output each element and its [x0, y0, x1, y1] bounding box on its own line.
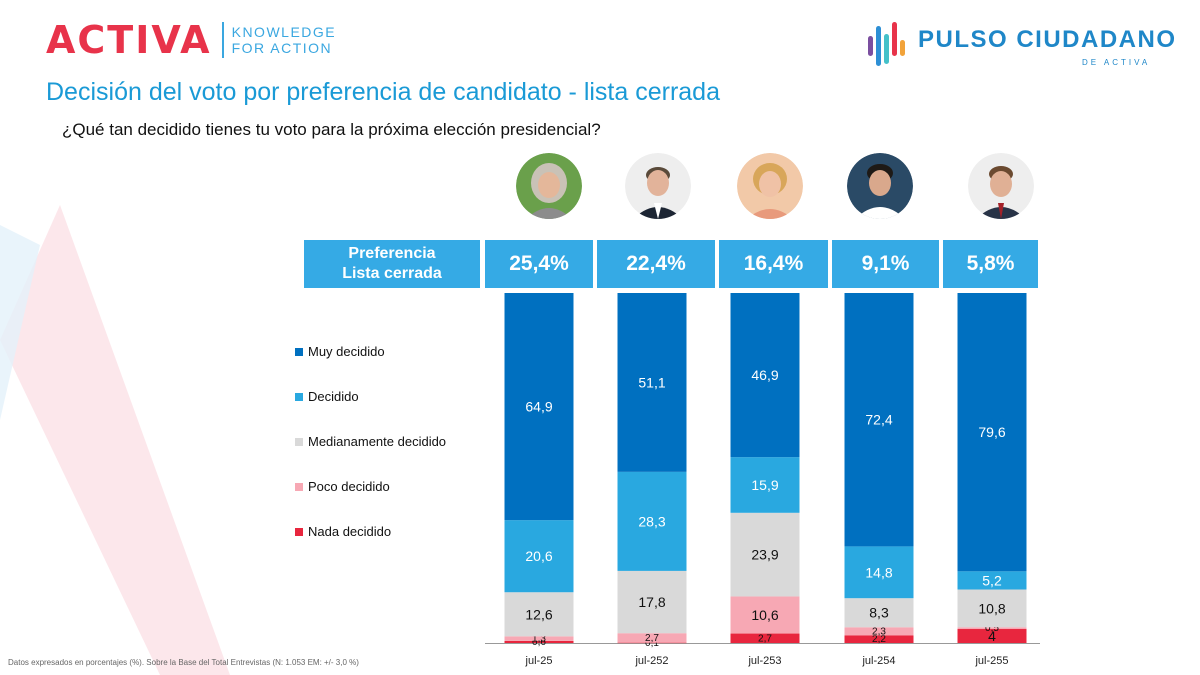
legend-label: Poco decidido	[308, 479, 390, 494]
legend-label: Nada decidido	[308, 524, 392, 539]
data-label: 10,6	[751, 607, 778, 623]
candidate-3-avatar	[737, 153, 803, 219]
legend-item-nada-decidido: Nada decidido	[295, 524, 391, 539]
bar-segment-poco-decidido	[617, 633, 687, 643]
legend-label: Decidido	[308, 389, 359, 404]
pulso-ciudadano-logo: PULSO CIUDADANO DE ACTIVA	[866, 20, 1175, 70]
bar-segment-poco-decidido	[730, 596, 800, 634]
page-title: Decisión del voto por preferencia de can…	[46, 78, 720, 106]
bar-segment-medianamente-decidido	[504, 592, 574, 637]
preference-value-3: 16,4%	[719, 240, 828, 288]
data-label: 2,3	[872, 626, 886, 637]
data-label: 51,1	[638, 374, 665, 390]
preference-value-4: 9,1%	[832, 240, 939, 288]
preference-value-2: 22,4%	[597, 240, 715, 288]
data-label: 5,2	[982, 572, 1002, 588]
bar-segment-poco-decidido	[957, 627, 1027, 630]
data-label: 28,3	[638, 513, 665, 529]
category-label: jul-255	[974, 655, 1008, 667]
activa-wordmark: ACTIVA	[46, 18, 212, 62]
data-label: 46,9	[751, 367, 778, 383]
data-label: 1,3	[532, 634, 546, 645]
bar-segment-nada-decidido	[504, 640, 574, 643]
data-label: 72,4	[865, 412, 892, 428]
data-label: 0,5	[985, 623, 999, 634]
category-label: jul-253	[747, 655, 781, 667]
category-label: jul-252	[634, 655, 668, 667]
legend-label: Medianamente decidido	[308, 434, 447, 449]
footnote: Datos expresados en porcentajes (%). Sob…	[8, 658, 359, 667]
candidate-5-avatar	[968, 153, 1034, 219]
data-label: 20,6	[525, 548, 552, 564]
preference-label-line2: Lista cerrada	[342, 265, 442, 282]
legend-swatch	[295, 527, 303, 536]
pulse-bars-icon	[868, 22, 905, 66]
data-label: 8,3	[869, 605, 889, 621]
tagline-line1: KNOWLEDGE	[231, 24, 337, 40]
preference-value-5: 5,8%	[943, 240, 1038, 288]
bar-segment-muy-decidido	[957, 293, 1027, 572]
bar-segment-medianamente-decidido	[617, 570, 687, 634]
legend-swatch	[295, 482, 303, 491]
legend-item-decidido: Decidido	[295, 389, 359, 404]
activa-tagline: KNOWLEDGE FOR ACTION	[232, 24, 337, 56]
legend-swatch	[295, 392, 303, 401]
category-label: jul-25	[525, 655, 553, 667]
data-label: 17,8	[638, 594, 665, 610]
bar-segment-muy-decidido	[617, 293, 687, 472]
legend-swatch	[295, 347, 303, 356]
bar-segment-muy-decidido	[730, 293, 800, 458]
legend-swatch	[295, 437, 303, 446]
page-subtitle: ¿Qué tan decidido tienes tu voto para la…	[62, 120, 601, 139]
bar-segment-poco-decidido	[504, 636, 574, 641]
preference-label-line1: Preferencia	[348, 245, 436, 262]
bar-segment-decidido	[957, 571, 1027, 590]
preference-label-cell: Preferencia Lista cerrada	[304, 240, 480, 288]
data-label: 0,1	[645, 638, 659, 649]
bar-segment-decidido	[844, 546, 914, 599]
bar-segment-nada-decidido	[617, 642, 687, 644]
legend-item-medianamente-decidido: Medianamente decidido	[295, 434, 446, 449]
bar-segment-muy-decidido	[504, 293, 574, 521]
data-label: 2,2	[872, 634, 886, 645]
category-label: jul-254	[861, 655, 895, 667]
bar-segment-nada-decidido	[844, 635, 914, 643]
data-label: 64,9	[525, 399, 552, 415]
data-label: 10,8	[978, 600, 1005, 616]
candidate-1-avatar	[516, 153, 582, 219]
data-label: 15,9	[751, 477, 778, 493]
activa-logo: ACTIVA KNOWLEDGE FOR ACTION	[46, 20, 336, 60]
bar-segment-nada-decidido	[730, 633, 800, 643]
pulso-sub: DE ACTIVA	[1082, 58, 1151, 67]
data-label: 12,6	[525, 606, 552, 622]
data-label: 79,6	[978, 424, 1005, 440]
bar-segment-nada-decidido	[957, 629, 1027, 643]
data-label: 0,6	[532, 637, 546, 648]
candidate-2-avatar	[625, 153, 691, 219]
data-label: 4	[988, 628, 996, 644]
tagline-line2: FOR ACTION	[231, 40, 333, 56]
data-label: 2,7	[645, 633, 659, 644]
candidate-4-avatar	[847, 153, 913, 219]
legend-item-muy-decidido: Muy decidido	[295, 344, 385, 359]
logo-separator	[221, 22, 224, 58]
bar-segment-medianamente-decidido	[730, 512, 800, 597]
pulso-name: PULSO CIUDADANO	[918, 26, 1177, 53]
bar-segment-decidido	[617, 471, 687, 571]
bar-segment-muy-decidido	[844, 293, 914, 547]
preference-value-1: 25,4%	[485, 240, 593, 288]
data-label: 14,8	[865, 564, 892, 580]
legend-label: Muy decidido	[308, 344, 385, 359]
bar-segment-decidido	[504, 520, 574, 593]
bar-segment-medianamente-decidido	[957, 589, 1027, 628]
legend-item-poco-decidido: Poco decidido	[295, 479, 390, 494]
data-label: 2,7	[758, 633, 772, 644]
bar-segment-poco-decidido	[844, 627, 914, 636]
bar-segment-medianamente-decidido	[844, 598, 914, 628]
bar-segment-decidido	[730, 457, 800, 513]
data-label: 23,9	[751, 547, 778, 563]
